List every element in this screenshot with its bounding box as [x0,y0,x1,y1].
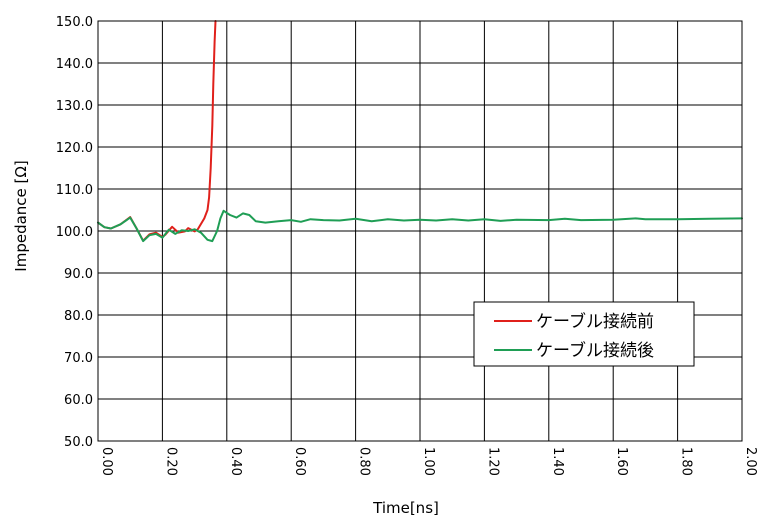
x-tick-labels: 0.00 0.20 0.40 0.60 0.80 1.00 1.20 1.40 1.60 1.80… [99,447,758,476]
y-tick-labels: 50.0 60.0 70.0 80.0 90.0 100.0 110.0 120.0 130.0… [56,15,93,450]
x-tick-label: 0.20 [163,447,178,476]
x-tick-label: 0.60 [292,447,307,476]
x-axis-title: Time[ns] [372,499,439,517]
y-tick-label: 50.0 [64,435,93,450]
x-tick-label: 1.00 [421,447,436,476]
x-tick-label: 1.80 [679,447,694,476]
y-tick-label: 60.0 [64,393,93,408]
x-tick-label: 1.40 [550,447,565,476]
y-tick-label: 80.0 [64,309,93,324]
x-tick-label: 0.80 [357,447,372,476]
x-tick-label: 2.00 [743,447,758,476]
y-axis-title: Impedance [Ω] [12,160,30,271]
y-tick-label: 150.0 [56,15,93,30]
legend-label-before: ケーブル接続前 [536,311,654,332]
plot-border [97,20,743,442]
x-tick-label: 1.60 [614,447,629,476]
x-tick-label: 0.40 [228,447,243,476]
series-line-after [97,209,743,243]
y-tick-label: 120.0 [56,141,93,156]
series-group [97,20,743,243]
y-tick-label: 140.0 [56,57,93,72]
y-tick-label: 70.0 [64,351,93,366]
x-tick-label: 0.00 [99,447,114,476]
legend-label-after: ケーブル接続後 [536,340,654,361]
legend: ケーブル接続前 ケーブル接続後 [473,301,695,367]
legend-box [473,301,695,367]
y-tick-label: 90.0 [64,267,93,282]
y-tick-label: 100.0 [56,225,93,240]
y-tick-label: 130.0 [56,99,93,114]
x-tick-label: 1.20 [485,447,500,476]
y-tick-label: 110.0 [56,183,93,198]
